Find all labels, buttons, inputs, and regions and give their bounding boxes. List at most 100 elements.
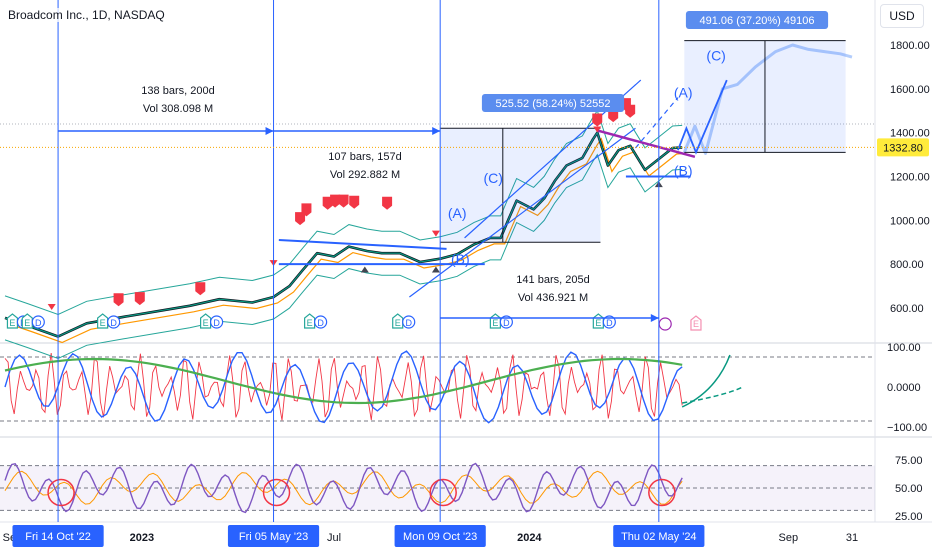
rsi-line	[4, 462, 683, 514]
range-tag-bg	[685, 11, 829, 29]
sell-marker	[608, 109, 619, 123]
measure-label: 107 bars, 157d Vol 292.882 M	[317, 146, 413, 186]
dividend-badge-shape	[210, 315, 224, 329]
event-badge-label: D	[503, 318, 510, 328]
earnings-badge-shape	[21, 313, 33, 329]
price-tick-label: 1200.00	[890, 172, 930, 184]
chart-title: Broadcom Inc., 1D, NASDAQ	[6, 8, 167, 22]
channel-extension	[635, 97, 679, 149]
event-badge: D	[402, 315, 416, 329]
event-badge-label: E	[492, 318, 498, 328]
sell-marker	[195, 282, 206, 296]
measure-label: 138 bars, 200d Vol 308.098 M	[130, 80, 226, 120]
event-badge: E	[304, 313, 316, 329]
wave-projection	[677, 79, 728, 155]
osc-projection-dashed	[682, 386, 744, 404]
signal-marker	[593, 126, 602, 133]
sell-marker	[338, 194, 349, 208]
time-tick-label: 2023	[130, 532, 154, 544]
time-tick-label: 2024	[517, 532, 542, 544]
date-marker-label: Mon 09 Oct '23	[403, 531, 477, 543]
osc-slow-line	[4, 357, 683, 405]
event-badge: D	[602, 315, 616, 329]
measure-label-bg	[130, 80, 226, 120]
date-marker-tag	[394, 525, 486, 547]
range-tag-text: 491.06 (37.20%) 49106	[700, 15, 815, 27]
signal-marker	[47, 304, 56, 310]
sell-marker	[330, 194, 341, 208]
sell-marker	[295, 212, 306, 226]
date-marker-tag	[12, 525, 104, 547]
event-badge-label: D	[213, 318, 220, 328]
event-badge-label: E	[203, 318, 209, 328]
time-tick-label: Jul	[327, 532, 341, 544]
sell-marker	[382, 196, 393, 210]
price-tick-label: 600.00	[890, 303, 924, 315]
rsi-highlight-circle	[648, 478, 676, 507]
measure-zone	[440, 128, 601, 243]
upper-band	[4, 109, 683, 316]
event-badge-label: D	[35, 318, 42, 328]
earnings-badge-shape	[6, 313, 19, 329]
rsi-highlight-circle	[262, 478, 291, 507]
osc-signal-line	[4, 353, 683, 421]
osc-fast-line	[4, 350, 683, 424]
price-line-inner	[4, 132, 683, 338]
earnings-badge-shape	[97, 313, 109, 329]
date-marker-label: Fri 14 Oct '22	[25, 531, 91, 543]
earnings-badge-shape	[200, 313, 212, 329]
event-badge-label: D	[606, 318, 613, 328]
price-tick-label: 1000.00	[890, 215, 930, 227]
event-badge: D	[31, 315, 45, 329]
upcoming-earnings-badge	[690, 315, 702, 331]
osc-projection	[681, 354, 731, 408]
measure-label-line2: Vol 308.098 M	[143, 103, 213, 115]
event-badge-label: D	[110, 318, 117, 328]
event-badge-label: E	[24, 318, 30, 328]
moving-average	[8, 137, 687, 344]
event-badge-label: E	[100, 318, 106, 328]
projection-path	[682, 43, 853, 155]
measure-label-line1: 138 bars, 200d	[141, 85, 214, 97]
sell-marker	[113, 293, 124, 307]
channel-lower	[409, 127, 636, 298]
date-marker-label: Thu 02 May '24	[621, 531, 696, 543]
event-badge: D	[107, 315, 121, 329]
rsi-tick-label: 75.00	[895, 455, 923, 467]
signal-marker	[360, 266, 369, 273]
price-tick-label: 800.00	[890, 259, 924, 271]
price-tick-label: 1600.00	[890, 84, 930, 96]
signal-marker	[431, 266, 440, 273]
consolidation-top	[278, 239, 447, 250]
measure-arrow-head	[650, 314, 659, 322]
date-marker-label: Fri 05 May '23	[239, 531, 308, 543]
sell-marker	[592, 113, 603, 127]
dividend-badge-shape	[31, 315, 45, 329]
rsi-ma-line	[4, 470, 683, 506]
measure-label-line2: Vol 292.882 M	[330, 169, 400, 181]
split-icon	[658, 317, 672, 331]
earnings-badge-shape	[392, 313, 404, 329]
price-range-tag: 491.06 (37.20%) 49106	[685, 11, 829, 29]
wave-label: (B)	[451, 251, 470, 267]
measure-label-bg	[505, 269, 601, 309]
event-badge: E	[97, 313, 109, 329]
sell-marker	[625, 104, 636, 118]
price-tick-label: 1400.00	[890, 128, 930, 140]
measure-arrow-head	[265, 127, 274, 135]
dividend-badge-shape	[602, 315, 616, 329]
dividend-badge-shape	[499, 315, 513, 329]
sell-marker	[349, 195, 360, 209]
measure-label: 141 bars, 205d Vol 436.921 M	[505, 269, 601, 309]
event-badge: E	[592, 313, 604, 329]
rsi-highlight-circle	[429, 478, 457, 507]
wave-label: (A)	[674, 85, 693, 101]
currency-button[interactable]: USD	[880, 4, 924, 28]
event-badge-label: E	[9, 318, 15, 328]
osc-tick-label: −100.00	[887, 422, 927, 434]
price-range-tag: 525.52 (58.24%) 52552	[481, 94, 625, 112]
time-tick-label: Sep	[779, 532, 799, 544]
date-marker-tag	[613, 525, 705, 547]
event-badge: E	[200, 313, 212, 329]
